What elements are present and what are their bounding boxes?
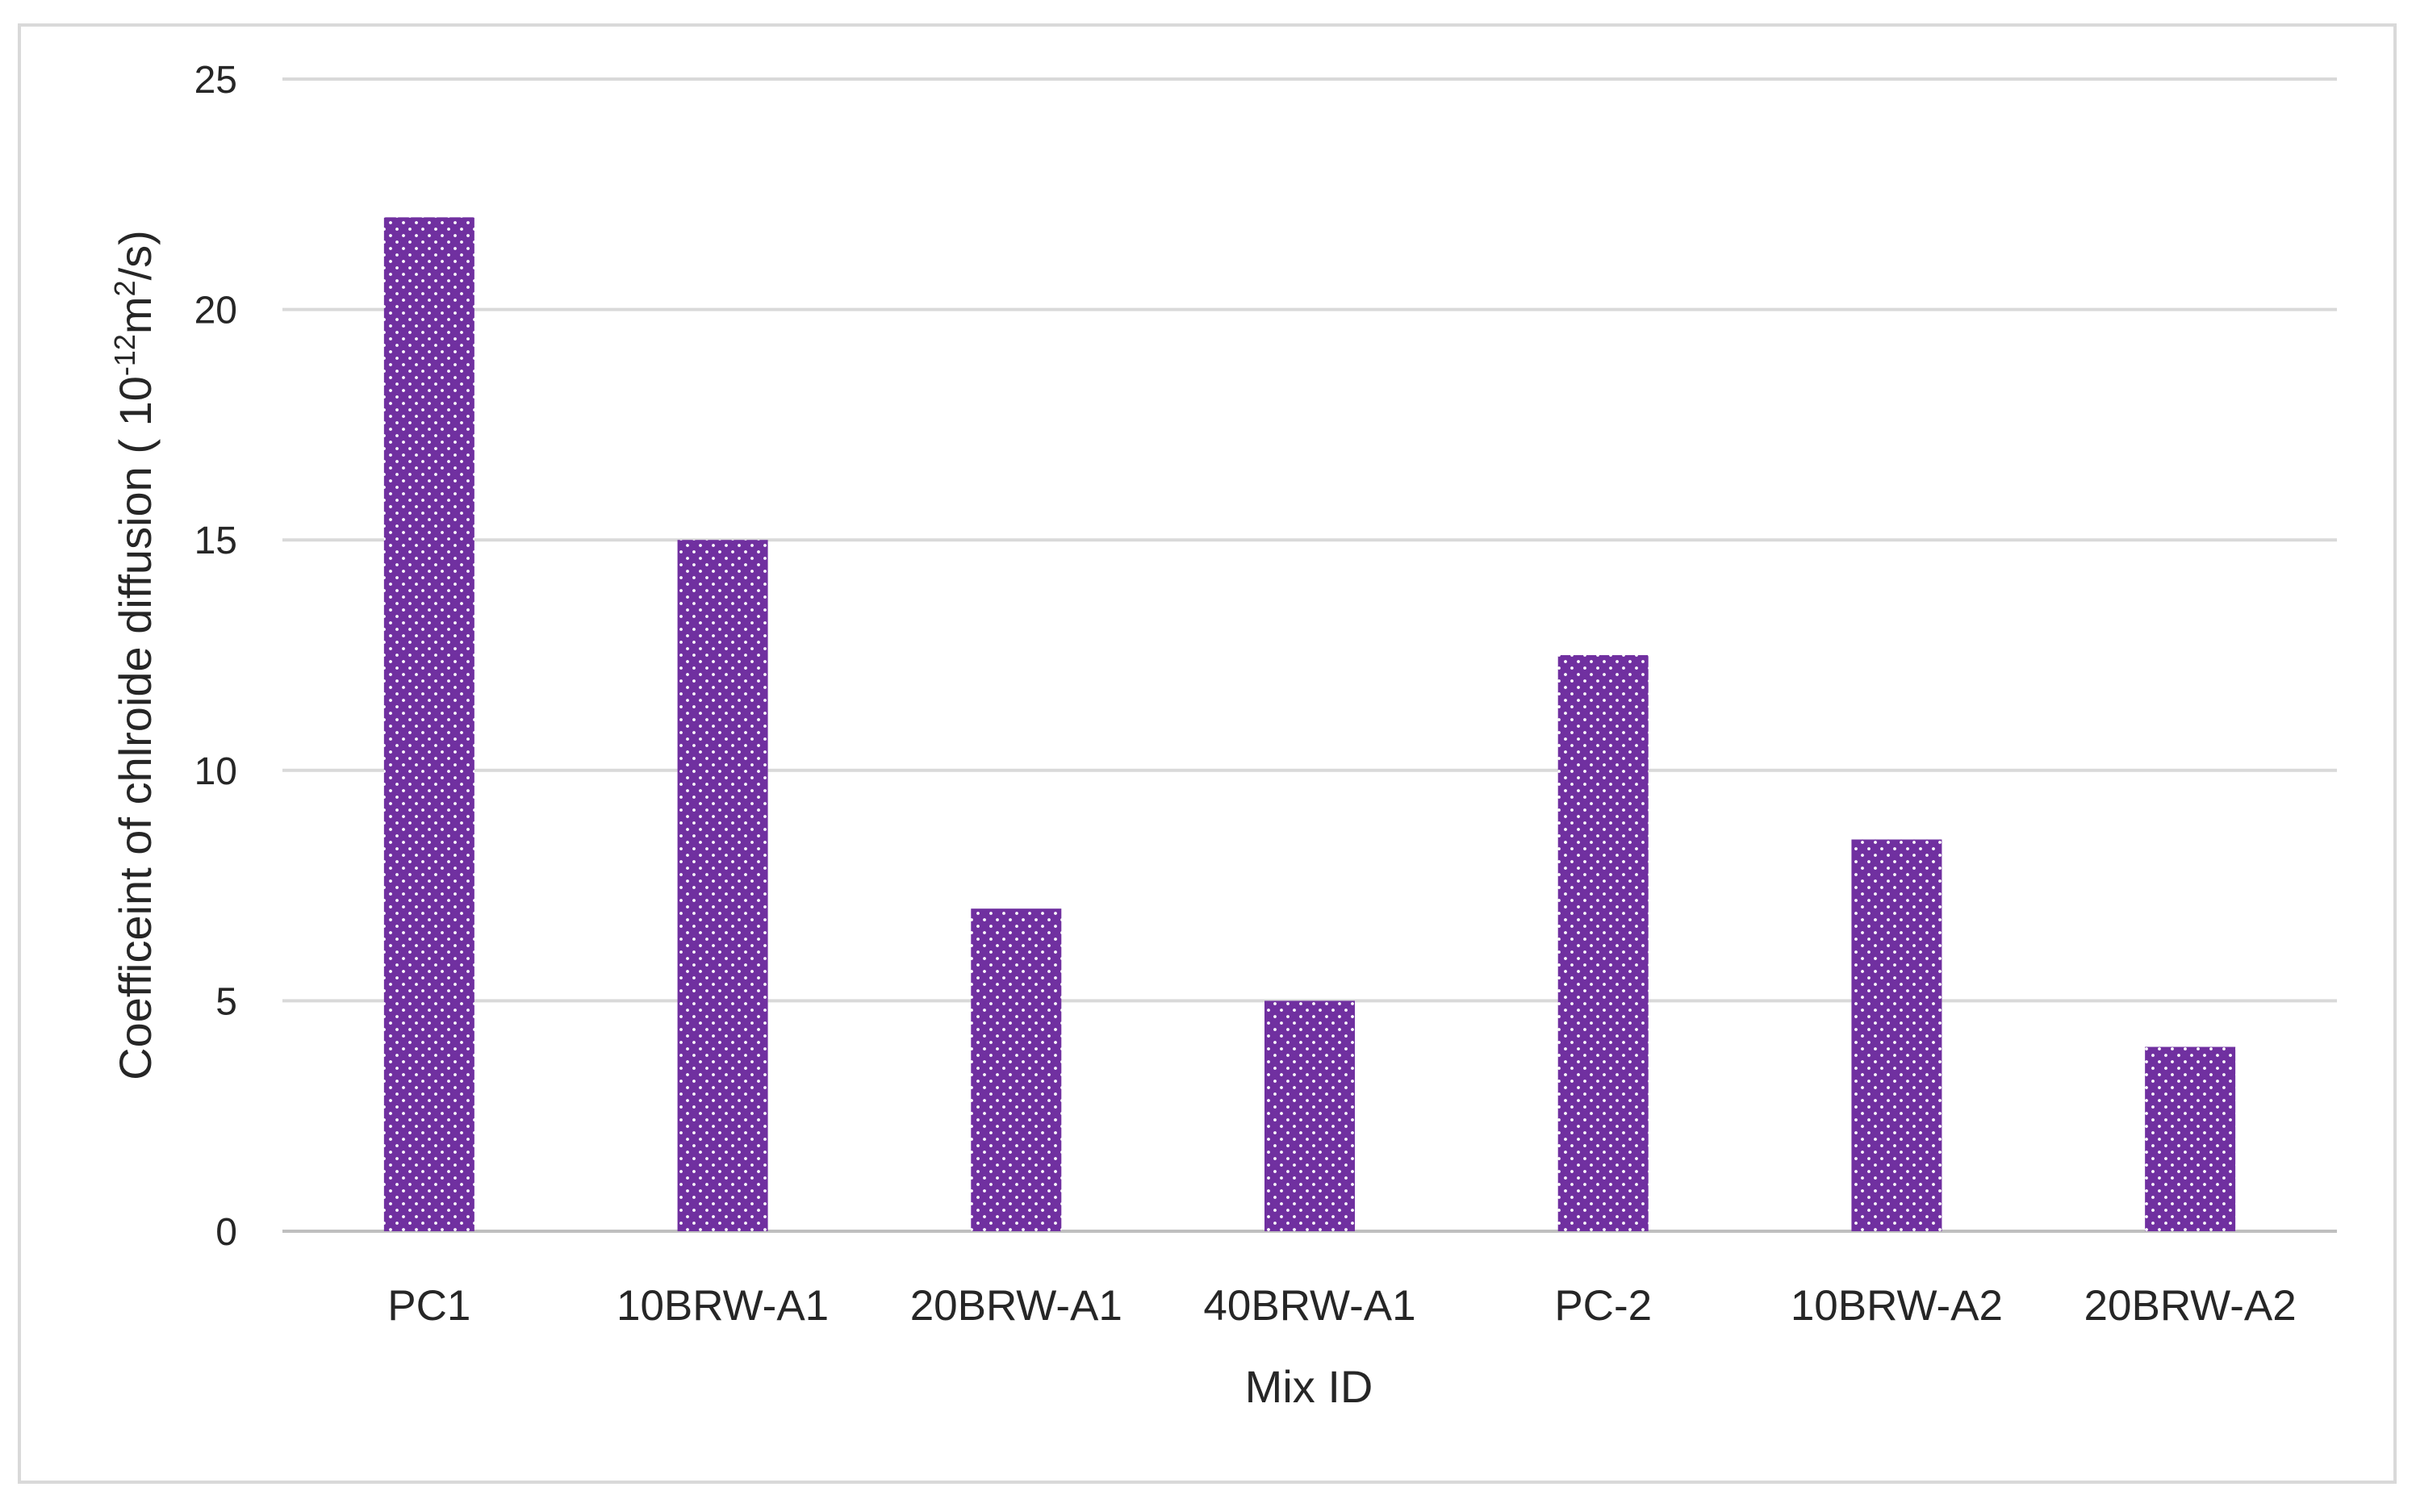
x-axis-title: Mix ID <box>1245 1361 1373 1412</box>
bar-20BRW-A1 <box>971 908 1062 1231</box>
y-axis-title-exp1: -12 <box>108 334 141 376</box>
chart-border <box>18 23 2397 1484</box>
y-tick-label-20: 20 <box>194 290 237 332</box>
y-axis-title: Coefficeint of chlroide diffusion ( 10-1… <box>108 230 161 1080</box>
y-tick-label-5: 5 <box>215 980 237 1023</box>
x-axis-ticks: PC1 10BRW-A1 20BRW-A1 40BRW-A1 PC-2 10BRW-A2 2… <box>387 1282 2296 1330</box>
bar-20BRW-A2 <box>2145 1046 2236 1231</box>
y-tick-label-15: 15 <box>194 520 237 562</box>
x-tick-label-20BRW-A2: 20BRW-A2 <box>2084 1282 2297 1330</box>
bar-PC-2 <box>1557 655 1649 1231</box>
y-axis-title-exp2: 2 <box>108 280 141 296</box>
gridlines <box>282 77 2337 1233</box>
bar-40BRW-A1 <box>1264 1000 1355 1231</box>
bar-PC1 <box>383 217 474 1231</box>
x-tick-label-PC1: PC1 <box>387 1282 470 1330</box>
y-axis-title-prefix: Coefficeint of chlroide diffusion ( 10 <box>110 376 161 1080</box>
bar-10BRW-A1 <box>677 540 768 1231</box>
y-tick-label-10: 10 <box>194 750 237 793</box>
x-tick-label-10BRW-A1: 10BRW-A1 <box>617 1282 829 1330</box>
bar-10BRW-A2 <box>1851 839 1942 1231</box>
x-tick-label-10BRW-A2: 10BRW-A2 <box>1791 1282 2003 1330</box>
x-tick-label-20BRW-A1: 20BRW-A1 <box>910 1282 1122 1330</box>
y-axis-ticks: 0 5 10 15 20 25 <box>194 59 237 1254</box>
y-axis-title-suffix: /s) <box>110 230 161 280</box>
y-axis-title-mid: m <box>110 296 161 334</box>
bars <box>383 217 2236 1231</box>
x-tick-label-40BRW-A1: 40BRW-A1 <box>1203 1282 1415 1330</box>
y-tick-label-0: 0 <box>215 1211 237 1254</box>
x-tick-label-PC-2: PC-2 <box>1554 1282 1652 1330</box>
y-tick-label-25: 25 <box>194 59 237 102</box>
